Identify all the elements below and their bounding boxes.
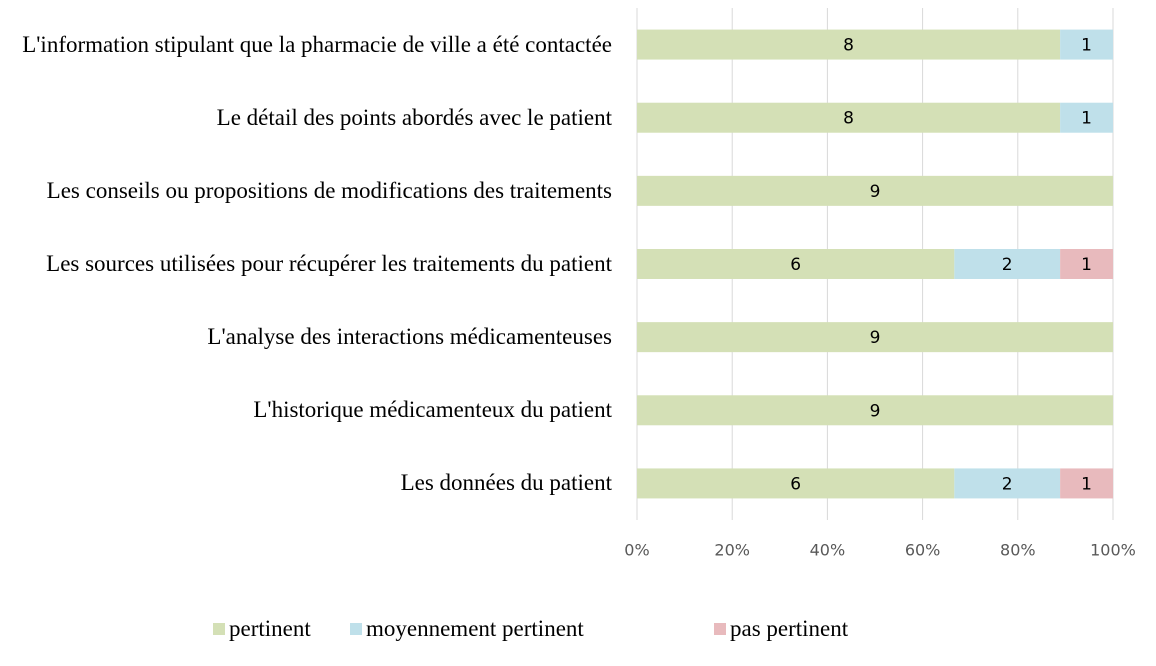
legend-swatch bbox=[350, 623, 362, 635]
bar-segment bbox=[637, 102, 1061, 133]
data-label: 8 bbox=[843, 109, 854, 129]
bar-segment bbox=[954, 468, 1061, 499]
x-tick-label: 40% bbox=[810, 541, 846, 560]
data-label: 1 bbox=[1081, 36, 1092, 56]
data-label: 2 bbox=[1002, 255, 1013, 275]
legend-swatch bbox=[213, 623, 225, 635]
data-label: 9 bbox=[870, 401, 881, 421]
x-tick-label: 20% bbox=[714, 541, 750, 560]
bar-segment bbox=[637, 395, 1113, 426]
data-label: 6 bbox=[790, 255, 801, 275]
bar-segment bbox=[637, 322, 1113, 353]
bar-segment bbox=[1060, 102, 1113, 133]
category-label: Les données du patient bbox=[401, 448, 612, 518]
data-label: 1 bbox=[1081, 255, 1092, 275]
bar-segment bbox=[637, 29, 1061, 60]
bar-segment bbox=[637, 468, 955, 499]
x-tick-label: 80% bbox=[1000, 541, 1036, 560]
x-tick-label: 60% bbox=[905, 541, 941, 560]
legend-item: moyennement pertinent bbox=[350, 616, 584, 642]
data-label: 9 bbox=[870, 328, 881, 348]
data-label: 1 bbox=[1081, 109, 1092, 129]
category-text: L'historique médicamenteux du patient bbox=[253, 397, 612, 423]
bar-segment bbox=[1060, 468, 1113, 499]
category-label: Les conseils ou propositions de modifica… bbox=[47, 156, 612, 226]
bar-segment bbox=[1060, 29, 1113, 60]
legend-label: moyennement pertinent bbox=[366, 616, 584, 641]
category-text: Les conseils ou propositions de modifica… bbox=[46, 177, 612, 203]
bar-segment bbox=[637, 175, 1113, 206]
legend-swatch bbox=[714, 623, 726, 635]
data-label: 1 bbox=[1081, 474, 1092, 494]
x-tick-label: 0% bbox=[624, 541, 649, 560]
data-label: 2 bbox=[1002, 474, 1013, 494]
legend-label: pertinent bbox=[229, 616, 311, 641]
data-label: 6 bbox=[790, 474, 801, 494]
category-text: L'analyse des interactions médicamenteus… bbox=[207, 324, 612, 350]
legend-item: pertinent bbox=[213, 616, 311, 642]
data-label: 8 bbox=[843, 36, 854, 56]
x-tick-label: 100% bbox=[1090, 541, 1136, 560]
category-label: L'analyse des interactions médicamenteus… bbox=[207, 302, 612, 372]
category-label: Le détail des points abordés avec le pat… bbox=[217, 83, 612, 153]
bar-segment bbox=[637, 249, 955, 279]
category-label: L'information stipulant que la pharmacie… bbox=[22, 10, 612, 80]
category-label: Les sources utilisées pour récupérer les… bbox=[46, 229, 612, 299]
category-label: L'historique médicamenteux du patient bbox=[253, 375, 612, 445]
bar-segment bbox=[954, 249, 1061, 279]
category-text: Le détail des points abordés avec le pat… bbox=[216, 104, 612, 130]
category-text: Les données du patient bbox=[400, 470, 612, 496]
legend-item: pas pertinent bbox=[714, 616, 848, 642]
category-text: Les sources utilisées pour récupérer les… bbox=[46, 251, 612, 276]
legend-label: pas pertinent bbox=[730, 616, 849, 641]
category-text: L'information stipulant que la pharmacie… bbox=[22, 31, 612, 57]
data-label: 9 bbox=[870, 182, 881, 202]
bar-segment bbox=[1060, 249, 1113, 279]
